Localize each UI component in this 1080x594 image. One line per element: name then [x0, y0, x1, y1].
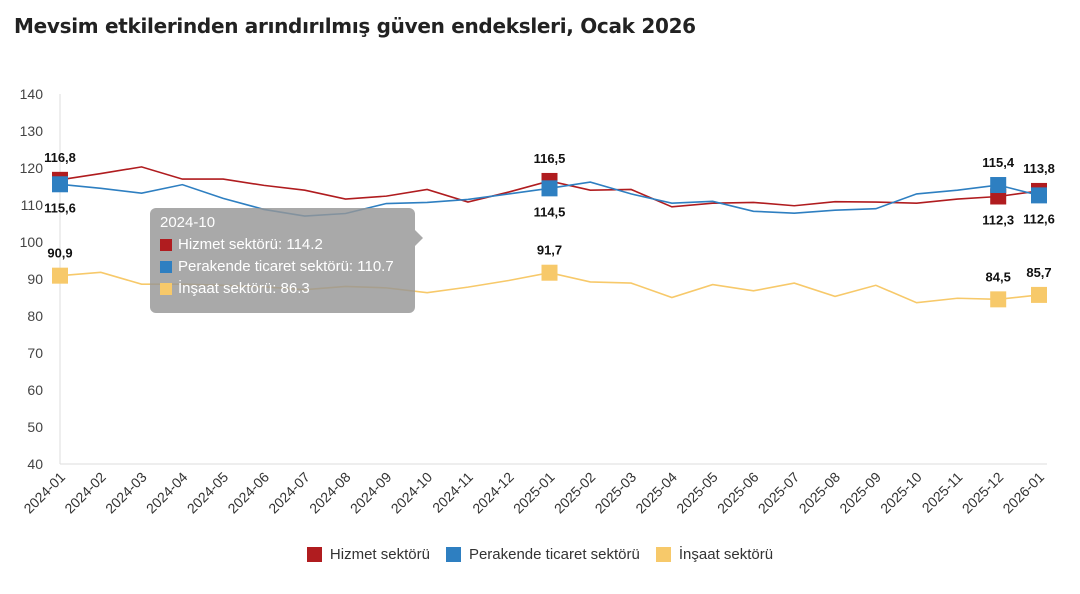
x-tick-label: 2024-12	[469, 469, 517, 517]
x-tick-label: 2024-07	[265, 469, 313, 517]
tooltip: 2024-10 Hizmet sektörü: 114.2 Perakende …	[150, 208, 423, 313]
x-tick-label: 2025-06	[714, 469, 762, 517]
x-tick-label: 2024-05	[184, 469, 232, 517]
tooltip-swatch	[160, 238, 172, 251]
data-point-marker	[990, 177, 1007, 194]
x-tick-label: 2024-09	[347, 469, 395, 517]
data-point-marker	[52, 267, 68, 284]
x-tick-label: 2024-04	[143, 469, 191, 517]
data-label: 85,7	[1026, 265, 1051, 280]
y-tick-label: 70	[27, 345, 43, 361]
y-tick-label: 60	[27, 382, 43, 398]
x-tick-label: 2025-12	[959, 469, 1007, 517]
data-label: 91,7	[537, 243, 562, 258]
legend-item-hizmet[interactable]: Hizmet sektörü	[306, 546, 430, 563]
data-label: 113,8	[1023, 161, 1055, 176]
y-tick-label: 130	[20, 123, 44, 139]
y-tick-label: 50	[27, 419, 43, 435]
data-label: 116,8	[44, 150, 76, 165]
data-label: 84,5	[986, 269, 1011, 284]
data-label: 114,5	[534, 204, 566, 219]
y-tick-label: 80	[27, 308, 43, 324]
data-point-marker	[1031, 286, 1047, 303]
y-tick-label: 100	[20, 234, 44, 250]
tooltip-row: Hizmet sektörü: 114.2	[178, 236, 323, 253]
legend-swatch	[655, 547, 671, 562]
legend-label: Hizmet sektörü	[329, 546, 430, 563]
x-tick-label: 2024-10	[388, 469, 436, 517]
data-point-marker	[541, 180, 558, 197]
x-tick-label: 2024-08	[306, 469, 354, 517]
data-label: 112,3	[982, 212, 1014, 227]
x-tick-label: 2025-11	[919, 469, 966, 516]
tooltip-row: İnşaat sektörü: 86.3	[178, 280, 310, 297]
tooltip-row: Perakende ticaret sektörü: 110.7	[178, 258, 394, 275]
data-label: 115,6	[44, 200, 76, 215]
tooltip-swatch	[160, 282, 172, 295]
x-tick-label: 2024-06	[224, 469, 272, 517]
x-tick-label: 2025-04	[632, 469, 680, 517]
y-tick-label: 40	[27, 456, 43, 472]
data-label: 112,6	[1023, 211, 1055, 226]
data-label: 90,9	[47, 246, 72, 261]
data-label: 115,4	[982, 155, 1015, 170]
legend-swatch	[445, 547, 461, 562]
chart-title: Mevsim etkilerinden arındırılmış güven e…	[14, 14, 696, 38]
x-tick-label: 2025-08	[796, 469, 844, 517]
x-tick-label: 2025-09	[836, 469, 884, 517]
data-point-marker	[1031, 187, 1047, 204]
legend: Hizmet sektörü Perakende ticaret sektörü…	[0, 546, 1080, 563]
x-tick-label: 2024-03	[102, 469, 150, 517]
tooltip-header: 2024-10	[160, 214, 216, 231]
x-tick-label: 2024-02	[61, 469, 109, 517]
x-tick-label: 2025-10	[877, 469, 925, 517]
data-point-marker	[52, 176, 68, 193]
x-tick-label: 2025-02	[551, 469, 599, 517]
legend-label: İnşaat sektörü	[678, 546, 774, 563]
x-tick-label: 2025-07	[755, 469, 803, 517]
legend-swatch	[306, 547, 322, 562]
y-tick-label: 110	[21, 197, 44, 213]
x-tick-label: 2024-11	[429, 469, 476, 516]
legend-label: Perakende ticaret sektörü	[468, 546, 640, 563]
x-tick-label: 2024-01	[20, 469, 68, 517]
y-tick-label: 90	[27, 271, 43, 287]
x-tick-label: 2025-03	[592, 469, 640, 517]
y-tick-label: 140	[20, 86, 44, 102]
legend-item-perakende[interactable]: Perakende ticaret sektörü	[445, 546, 640, 563]
data-point-marker	[990, 291, 1007, 308]
tooltip-swatch	[160, 260, 172, 273]
x-tick-label: 2026-01	[999, 469, 1047, 517]
x-tick-label: 2025-05	[673, 469, 721, 517]
data-point-marker	[541, 264, 558, 281]
x-tick-label: 2025-01	[510, 469, 558, 517]
y-tick-label: 120	[20, 160, 44, 176]
data-label: 116,5	[534, 151, 566, 166]
legend-item-insaat[interactable]: İnşaat sektörü	[655, 546, 774, 563]
